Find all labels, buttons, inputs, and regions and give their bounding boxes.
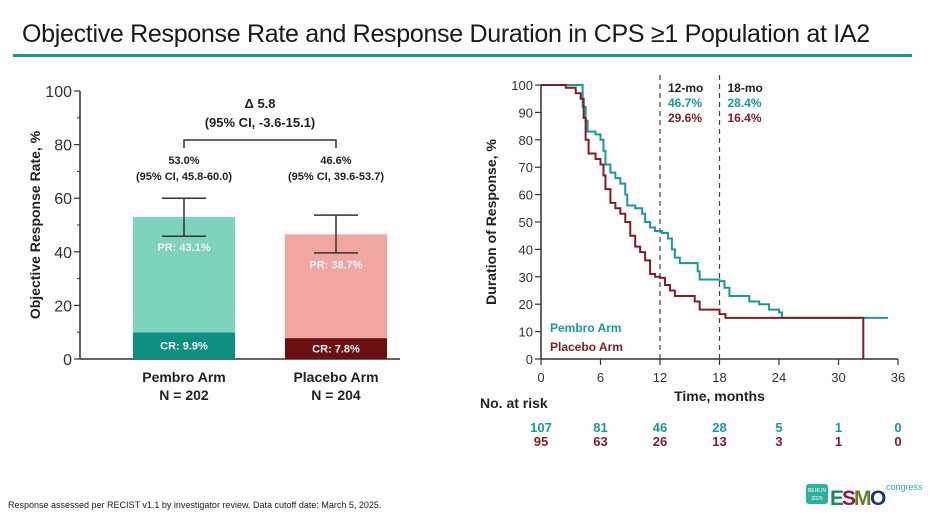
at-risk-count: 1: [835, 434, 842, 449]
at-risk-count: 5: [775, 420, 782, 435]
y-tick-label: 60: [54, 191, 72, 208]
cr-label: CR: 7.8%: [312, 344, 360, 356]
y-tick-label: 0: [526, 352, 533, 367]
esmo-logo-graphic: BERLIN 2025 E S M O congress: [806, 482, 923, 508]
category-label: Pembro Arm: [142, 369, 226, 385]
x-tick-label: 12: [653, 370, 667, 385]
at-risk-count: 95: [534, 434, 548, 449]
at-risk-count: 28: [712, 420, 726, 435]
at-risk-count: 46: [653, 420, 667, 435]
at-risk-count: 81: [593, 420, 607, 435]
reference-value: 46.7%: [668, 96, 702, 110]
at-risk-count: 0: [894, 434, 901, 449]
y-tick-label: 40: [519, 242, 533, 257]
x-tick-label: 36: [891, 370, 905, 385]
x-tick-label: 18: [712, 370, 726, 385]
ci-label: (95% CI, 45.8-60.0): [136, 171, 232, 183]
y-tick-label: 80: [519, 133, 533, 148]
pr-label: PR: 43.1%: [157, 242, 210, 254]
at-risk-label: No. at risk: [480, 395, 548, 411]
x-tick-label: 30: [831, 370, 845, 385]
at-risk-count: 107: [530, 420, 552, 435]
y-tick-label: 90: [519, 105, 533, 120]
svg-text:M: M: [854, 487, 871, 508]
category-label: Placebo Arm: [293, 369, 378, 385]
y-tick-label: 40: [54, 245, 72, 262]
legend-label: Placebo Arm: [550, 340, 623, 354]
svg-text:2025: 2025: [811, 496, 822, 502]
svg-text:congress: congress: [886, 482, 923, 492]
y-axis-label: Duration of Response, %: [483, 139, 499, 305]
x-tick-label: 6: [597, 370, 604, 385]
at-risk-count: 3: [775, 434, 782, 449]
delta-ci-label: (95% CI, -3.6-15.1): [205, 115, 316, 130]
title-divider: [13, 54, 912, 57]
svg-text:O: O: [870, 487, 886, 508]
svg-text:S: S: [842, 487, 856, 508]
km-curve-pembro: [541, 84, 889, 319]
y-tick-label: 20: [54, 298, 72, 315]
y-tick-label: 80: [54, 138, 72, 155]
ci-label: (95% CI, 39.6-53.7): [288, 171, 384, 183]
y-tick-label: 100: [45, 84, 72, 101]
y-tick-label: 30: [519, 270, 533, 285]
x-tick-label: 24: [772, 370, 786, 385]
svg-text:E: E: [830, 487, 844, 508]
at-risk-count: 26: [653, 434, 667, 449]
x-axis-label: Time, months: [674, 388, 765, 404]
comparison-bracket: [183, 139, 337, 148]
svg-text:BERLIN: BERLIN: [808, 488, 826, 494]
bar-cr: [285, 338, 387, 359]
reference-value: 29.6%: [668, 111, 702, 125]
reference-value: 28.4%: [728, 96, 762, 110]
category-n: N = 204: [311, 387, 361, 403]
delta-label: Δ 5.8: [244, 96, 275, 111]
km-curve-placebo: [541, 84, 865, 359]
at-risk-count: 63: [593, 434, 607, 449]
y-axis-label: Objective Response Rate, %: [27, 130, 43, 319]
total-label: 46.6%: [320, 155, 351, 167]
at-risk-count: 1: [835, 420, 842, 435]
bar-cr: [133, 332, 235, 359]
y-tick-label: 70: [519, 160, 533, 175]
pr-label: PR: 38.7%: [309, 259, 362, 271]
y-tick-label: 60: [519, 188, 533, 203]
footnote: Response assessed per RECIST v1.1 by inv…: [8, 500, 382, 510]
y-tick-label: 10: [519, 325, 533, 340]
y-tick-label: 0: [63, 352, 72, 369]
y-tick-label: 20: [519, 297, 533, 312]
at-risk-count: 13: [712, 434, 726, 449]
x-tick-label: 0: [537, 370, 544, 385]
cr-label: CR: 9.9%: [160, 341, 208, 353]
reference-label: 18-mo: [728, 81, 763, 95]
esmo-logo: BERLIN 2025 E S M O congress: [806, 478, 924, 508]
y-tick-label: 50: [519, 215, 533, 230]
orr-bar-chart: 0 20 40 60 80 100 Objective Response Rate, % CR…: [27, 84, 400, 403]
total-label: 53.0%: [168, 155, 199, 167]
at-risk-count: 0: [894, 420, 901, 435]
reference-label: 12-mo: [668, 81, 703, 95]
page-title: Objective Response Rate and Response Dur…: [22, 20, 870, 48]
reference-value: 16.4%: [728, 111, 762, 125]
category-n: N = 202: [159, 387, 209, 403]
y-tick-label: 100: [511, 78, 533, 93]
legend-label: Pembro Arm: [550, 321, 622, 335]
